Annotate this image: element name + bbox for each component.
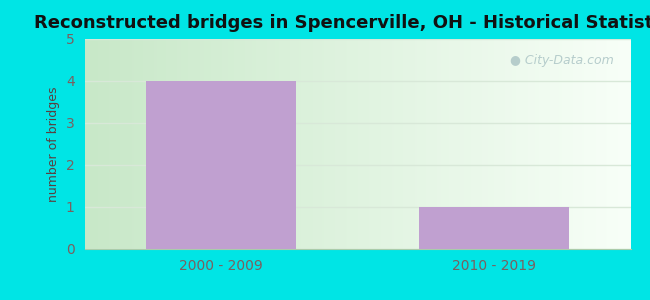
Y-axis label: number of bridges: number of bridges (47, 86, 60, 202)
Text: ● City-Data.com: ● City-Data.com (510, 54, 614, 67)
Bar (146, 81, 296, 249)
Bar (419, 207, 569, 249)
Title: Reconstructed bridges in Spencerville, OH - Historical Statistics: Reconstructed bridges in Spencerville, O… (34, 14, 650, 32)
